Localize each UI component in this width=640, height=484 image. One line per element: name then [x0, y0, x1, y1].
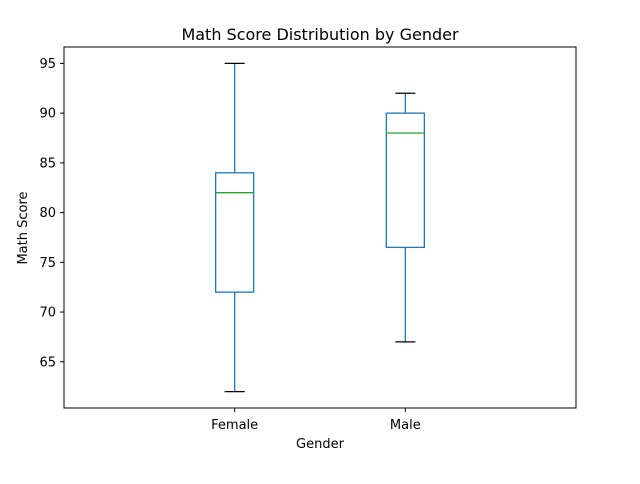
box-group-female — [215, 62, 255, 393]
y-tick-label: 75 — [39, 256, 56, 271]
marks-layer — [215, 62, 425, 393]
y-tick-label: 90 — [39, 107, 56, 122]
plot-frame — [63, 46, 577, 409]
iqr-box-male — [385, 112, 425, 249]
x-axis-label: Gender — [296, 437, 345, 452]
chart-title: Math Score Distribution by Gender — [181, 25, 459, 44]
box-group-male — [385, 92, 425, 343]
y-tick-label: 65 — [39, 355, 56, 370]
x-tick-label: Female — [211, 418, 258, 433]
y-tick-label: 70 — [39, 306, 56, 321]
axes-layer: 65 70 75 80 85 90 95 Female Male — [39, 46, 577, 433]
iqr-box-female — [215, 172, 255, 293]
x-tick-label: Male — [390, 418, 421, 433]
y-tick-label: 80 — [39, 206, 56, 221]
y-tick-label: 95 — [39, 57, 56, 72]
y-axis-label: Math Score — [16, 191, 31, 264]
y-tick-label: 85 — [39, 156, 56, 171]
